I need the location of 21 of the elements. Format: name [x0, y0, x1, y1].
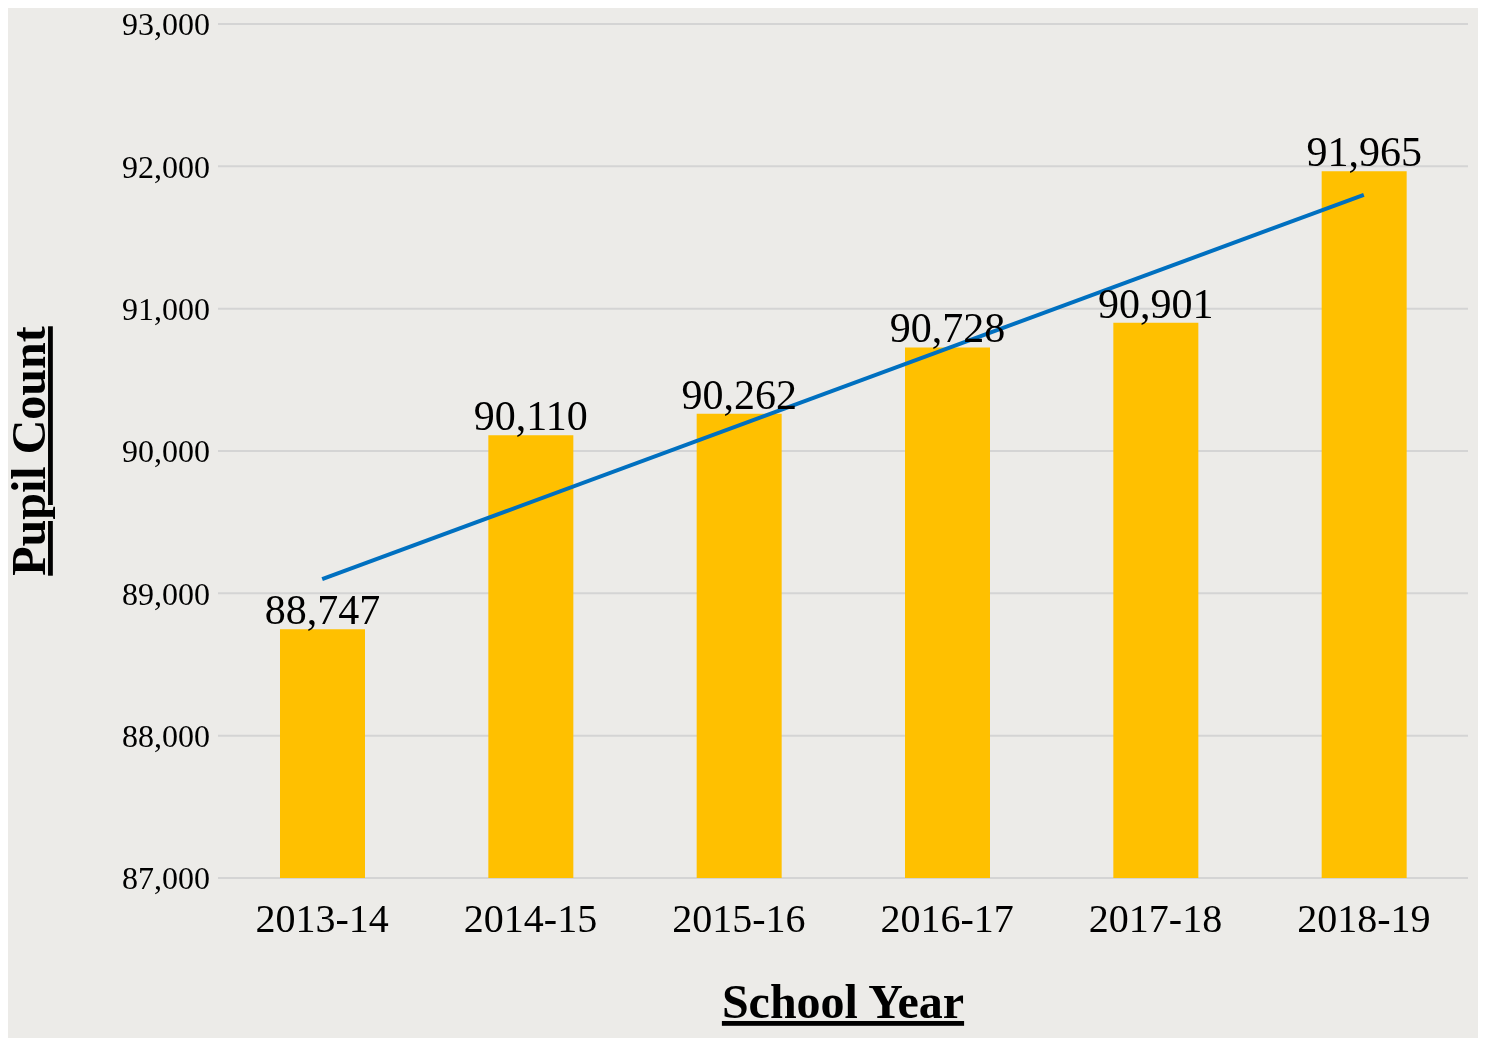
x-tick-label: 2013-14: [255, 896, 389, 942]
data-label: 90,901: [1098, 280, 1214, 327]
x-tick-label: 2014-15: [463, 896, 598, 942]
data-label: 90,728: [889, 305, 1006, 352]
x-axis-title: School Year: [721, 975, 965, 1028]
x-tick-label: 2018-19: [1297, 896, 1431, 942]
y-tick-label: 90,000: [122, 433, 210, 470]
y-tick-label: 92,000: [122, 148, 210, 185]
x-tick-label: 2015-16: [672, 896, 806, 942]
y-tick-label: 87,000: [122, 860, 210, 897]
data-label: 90,110: [473, 393, 588, 440]
y-tick-label: 89,000: [122, 575, 210, 612]
data-label: 91,965: [1306, 129, 1422, 176]
x-tick-label: 2017-18: [1088, 896, 1223, 942]
y-tick-label: 91,000: [122, 291, 210, 328]
y-axis-title: Pupil Count: [2, 326, 56, 576]
x-tick-label: 2016-17: [880, 896, 1014, 942]
y-tick-label: 88,000: [122, 718, 210, 755]
data-label: 88,747: [264, 587, 381, 634]
y-tick-label: 93,000: [122, 6, 210, 43]
data-label: 90,262: [681, 371, 797, 418]
